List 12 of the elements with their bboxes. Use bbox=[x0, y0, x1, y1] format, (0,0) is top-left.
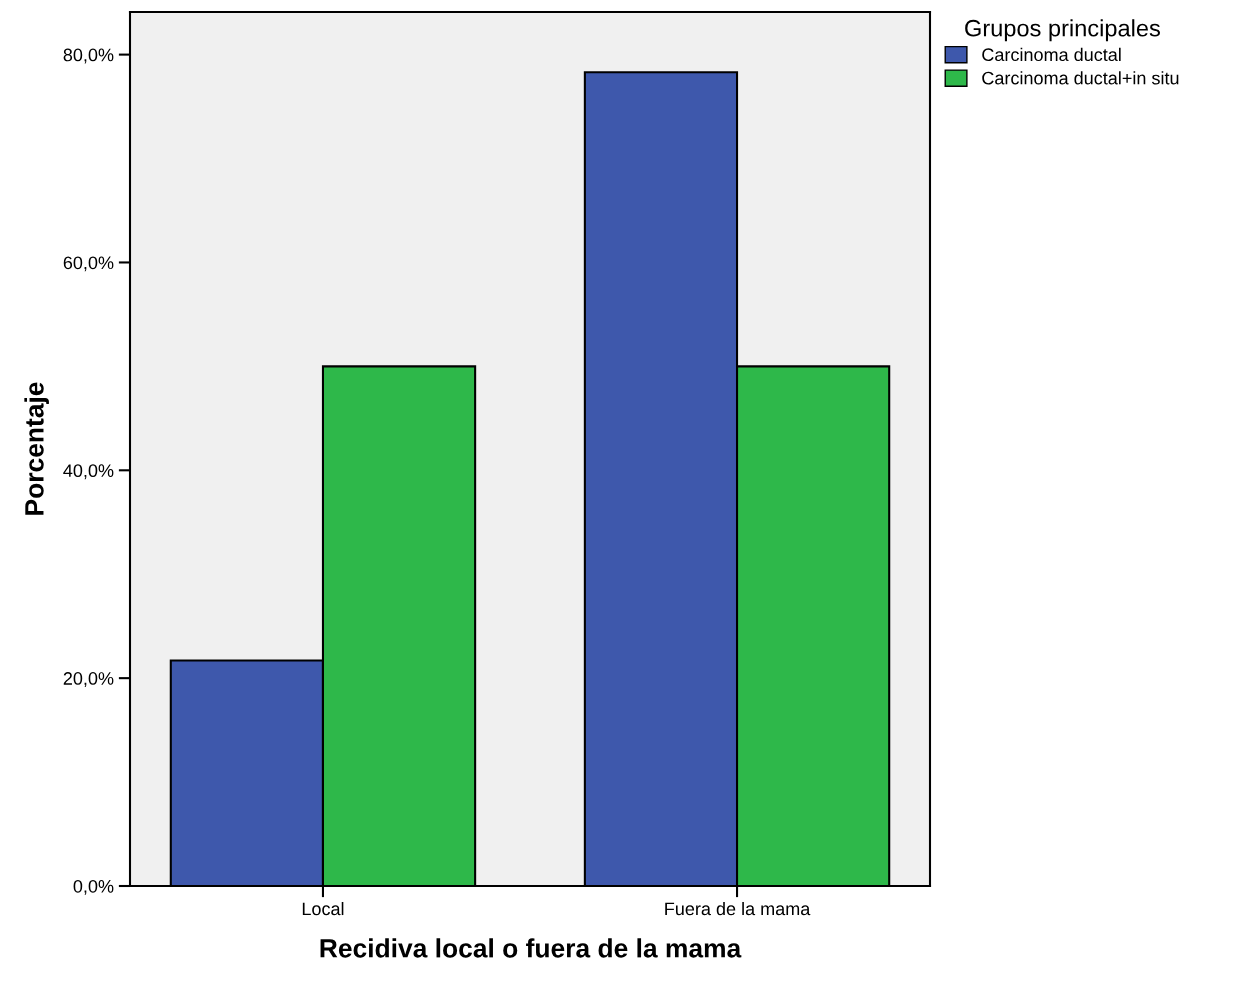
y-tick-label: 80,0% bbox=[63, 48, 114, 64]
x-tick-label: Fuera de la mama bbox=[665, 901, 811, 916]
y-tick-label: 20,0% bbox=[63, 672, 114, 688]
legend-label: Carcinoma ductal+in situ bbox=[982, 71, 1179, 85]
x-tick-label: Local bbox=[302, 901, 344, 916]
legend-title: Grupos principales bbox=[965, 19, 1160, 42]
y-axis-title: Porcentaje bbox=[24, 382, 49, 515]
y-tick-label: 0,0% bbox=[73, 879, 114, 895]
y-tick-label: 40,0% bbox=[63, 464, 114, 480]
y-tick-label: 60,0% bbox=[63, 256, 114, 272]
legend-label: Carcinoma ductal bbox=[982, 47, 1121, 62]
x-axis-title: Recidiva local o fuera de la mama bbox=[320, 938, 742, 958]
